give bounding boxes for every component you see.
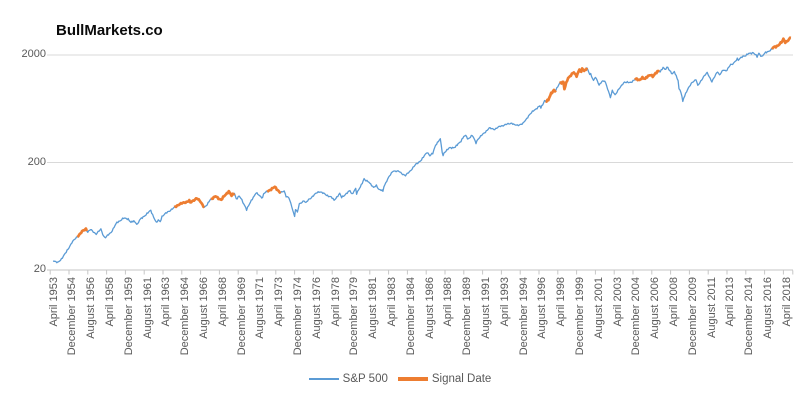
x-axis-label: April 2003 bbox=[611, 277, 624, 327]
legend-item-sp500: S&P 500 bbox=[308, 373, 388, 385]
x-axis-label: December 1984 bbox=[404, 277, 417, 356]
legend-label: S&P 500 bbox=[342, 373, 388, 385]
x-axis-label: December 2014 bbox=[743, 277, 756, 356]
sp500-line bbox=[52, 37, 792, 264]
signal-date-segment-2 bbox=[173, 197, 205, 209]
x-axis-label: August 1971 bbox=[254, 277, 267, 339]
x-axis-label: April 1953 bbox=[47, 277, 60, 327]
brand-logo: BullMarkets.co bbox=[56, 22, 163, 39]
x-axis-label: August 1996 bbox=[536, 277, 549, 339]
x-axis-label: August 1976 bbox=[310, 277, 323, 339]
x-axis-label: April 1963 bbox=[160, 277, 173, 327]
x-axis-label: August 2011 bbox=[705, 277, 718, 338]
x-axis-label: August 1961 bbox=[141, 277, 154, 339]
x-axis-label: December 1969 bbox=[235, 277, 248, 356]
x-axis-label: April 2013 bbox=[724, 277, 737, 327]
x-axis-label: April 1978 bbox=[329, 277, 342, 327]
sp500-line-swatch bbox=[308, 378, 339, 380]
signal-date-line-swatch bbox=[397, 377, 428, 381]
legend-item-signal-date: Signal Date bbox=[397, 373, 492, 385]
x-axis-label: December 1964 bbox=[179, 277, 192, 356]
x-axis-label: April 1968 bbox=[216, 277, 229, 327]
x-axis-label: August 1981 bbox=[367, 277, 380, 339]
x-axis-label: April 1993 bbox=[498, 277, 511, 327]
x-axis-label: December 1979 bbox=[348, 277, 361, 356]
x-axis-label: April 2018 bbox=[780, 277, 793, 327]
x-axis-label: August 2001 bbox=[592, 277, 605, 339]
signal-date-segment-1 bbox=[76, 227, 89, 239]
x-axis-label: August 2006 bbox=[649, 277, 662, 339]
y-axis-label-200: 200 bbox=[27, 156, 46, 168]
x-axis-label: December 1974 bbox=[291, 277, 304, 356]
x-axis-label: August 1966 bbox=[197, 277, 210, 339]
x-axis-label: April 2008 bbox=[667, 277, 680, 327]
x-axis-label: August 1986 bbox=[423, 277, 436, 339]
y-axis-label-2000: 2000 bbox=[21, 48, 46, 60]
signal-date-segment-4 bbox=[266, 185, 282, 195]
x-axis-label: August 1991 bbox=[479, 277, 492, 339]
y-axis-label-20: 20 bbox=[33, 263, 46, 275]
x-axis-label: December 2004 bbox=[630, 277, 643, 356]
signal-date-segment-3 bbox=[210, 189, 236, 202]
x-axis-label: December 2009 bbox=[686, 277, 699, 356]
x-axis-label: December 1999 bbox=[573, 277, 586, 356]
x-axis-label: April 1958 bbox=[103, 277, 116, 327]
x-axis-label: December 1959 bbox=[122, 277, 135, 356]
signal-date-segment-6 bbox=[559, 67, 589, 91]
x-axis-label: August 2016 bbox=[761, 277, 774, 339]
x-axis-label: December 1954 bbox=[66, 277, 79, 356]
x-axis-label: August 1956 bbox=[85, 277, 98, 339]
signal-date-segment-7 bbox=[633, 69, 661, 82]
chart-legend: S&P 500 Signal Date bbox=[0, 373, 800, 385]
legend-label: Signal Date bbox=[431, 373, 492, 385]
signal-date-segment-8 bbox=[770, 36, 792, 50]
x-axis-label: April 1998 bbox=[555, 277, 568, 327]
x-axis-label: April 1983 bbox=[385, 277, 398, 327]
x-axis-label: April 1973 bbox=[273, 277, 286, 327]
x-axis-label: December 1989 bbox=[461, 277, 474, 356]
x-axis-label: April 1988 bbox=[442, 277, 455, 327]
x-axis-label: December 1994 bbox=[517, 277, 530, 356]
signal-date-segment-5 bbox=[545, 88, 557, 103]
